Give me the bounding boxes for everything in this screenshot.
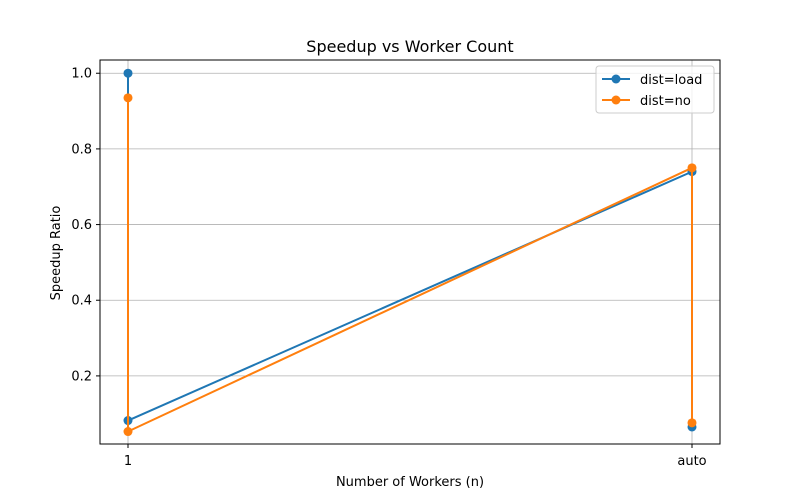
y-tick-label: 0.4 <box>71 294 92 309</box>
x-tick-label: 1 <box>124 454 132 469</box>
data-point <box>123 68 133 78</box>
legend-marker <box>611 74 621 84</box>
series-layer <box>123 68 697 437</box>
data-point <box>687 163 697 173</box>
y-tick-label: 0.2 <box>71 369 92 384</box>
y-axis-label: Speedup Ratio <box>49 206 64 301</box>
data-point <box>687 418 697 428</box>
data-point <box>123 427 133 437</box>
legend-marker <box>611 95 621 105</box>
y-tick-label: 1.0 <box>71 67 92 82</box>
chart-title: Speedup vs Worker Count <box>306 37 513 56</box>
legend-label: dist=no <box>640 94 691 109</box>
data-point <box>123 93 133 103</box>
series-dist-no <box>123 93 697 437</box>
legend: dist=load dist=no <box>595 65 715 114</box>
x-tick-label: auto <box>677 454 706 469</box>
x-axis-label: Number of Workers (n) <box>336 475 484 490</box>
legend-box <box>595 65 715 114</box>
plot-frame <box>99 59 721 445</box>
y-tick-label: 0.8 <box>71 142 92 157</box>
legend-label: dist=load <box>640 73 702 88</box>
legend-items: dist=load dist=no <box>602 73 702 109</box>
series-line <box>127 97 693 433</box>
y-tick-label: 0.6 <box>71 218 92 233</box>
tick-layer: 0.2 0.4 0.6 0.8 1.0 1 auto <box>71 67 706 469</box>
